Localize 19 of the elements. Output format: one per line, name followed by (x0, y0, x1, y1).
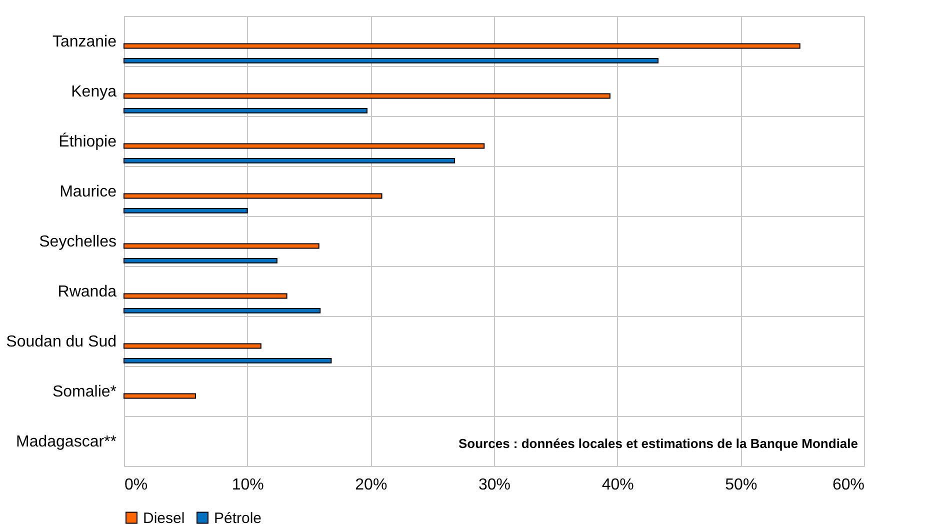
legend-label: Pétrole (214, 510, 262, 525)
x-tick-label: 60% (832, 476, 864, 494)
y-tick-label: Soudan du Sud (6, 334, 116, 350)
y-tick-label: Tanzanie (52, 34, 117, 50)
y-tick-label: Madagascar** (16, 434, 116, 450)
annotation: Sources : données locales et estimations de la Banque Mondiale (458, 436, 858, 451)
x-tick-label: 0% (124, 476, 148, 494)
x-tick-label: 20% (355, 476, 388, 494)
y-tick-label: Rwanda (58, 284, 117, 300)
y-tick-label: Kenya (71, 84, 117, 100)
x-tick-label: 50% (725, 476, 758, 494)
y-tick-label: Seychelles (39, 234, 116, 250)
y-tick-label: Maurice (60, 184, 117, 200)
legend-label: Diesel (143, 510, 185, 525)
x-tick-label: 40% (602, 476, 634, 494)
y-tick-label: Somalie* (52, 384, 116, 400)
x-tick-label: 30% (478, 476, 511, 494)
y-tick-label: Éthiopie (58, 132, 117, 150)
x-tick-label: 10% (232, 476, 264, 494)
